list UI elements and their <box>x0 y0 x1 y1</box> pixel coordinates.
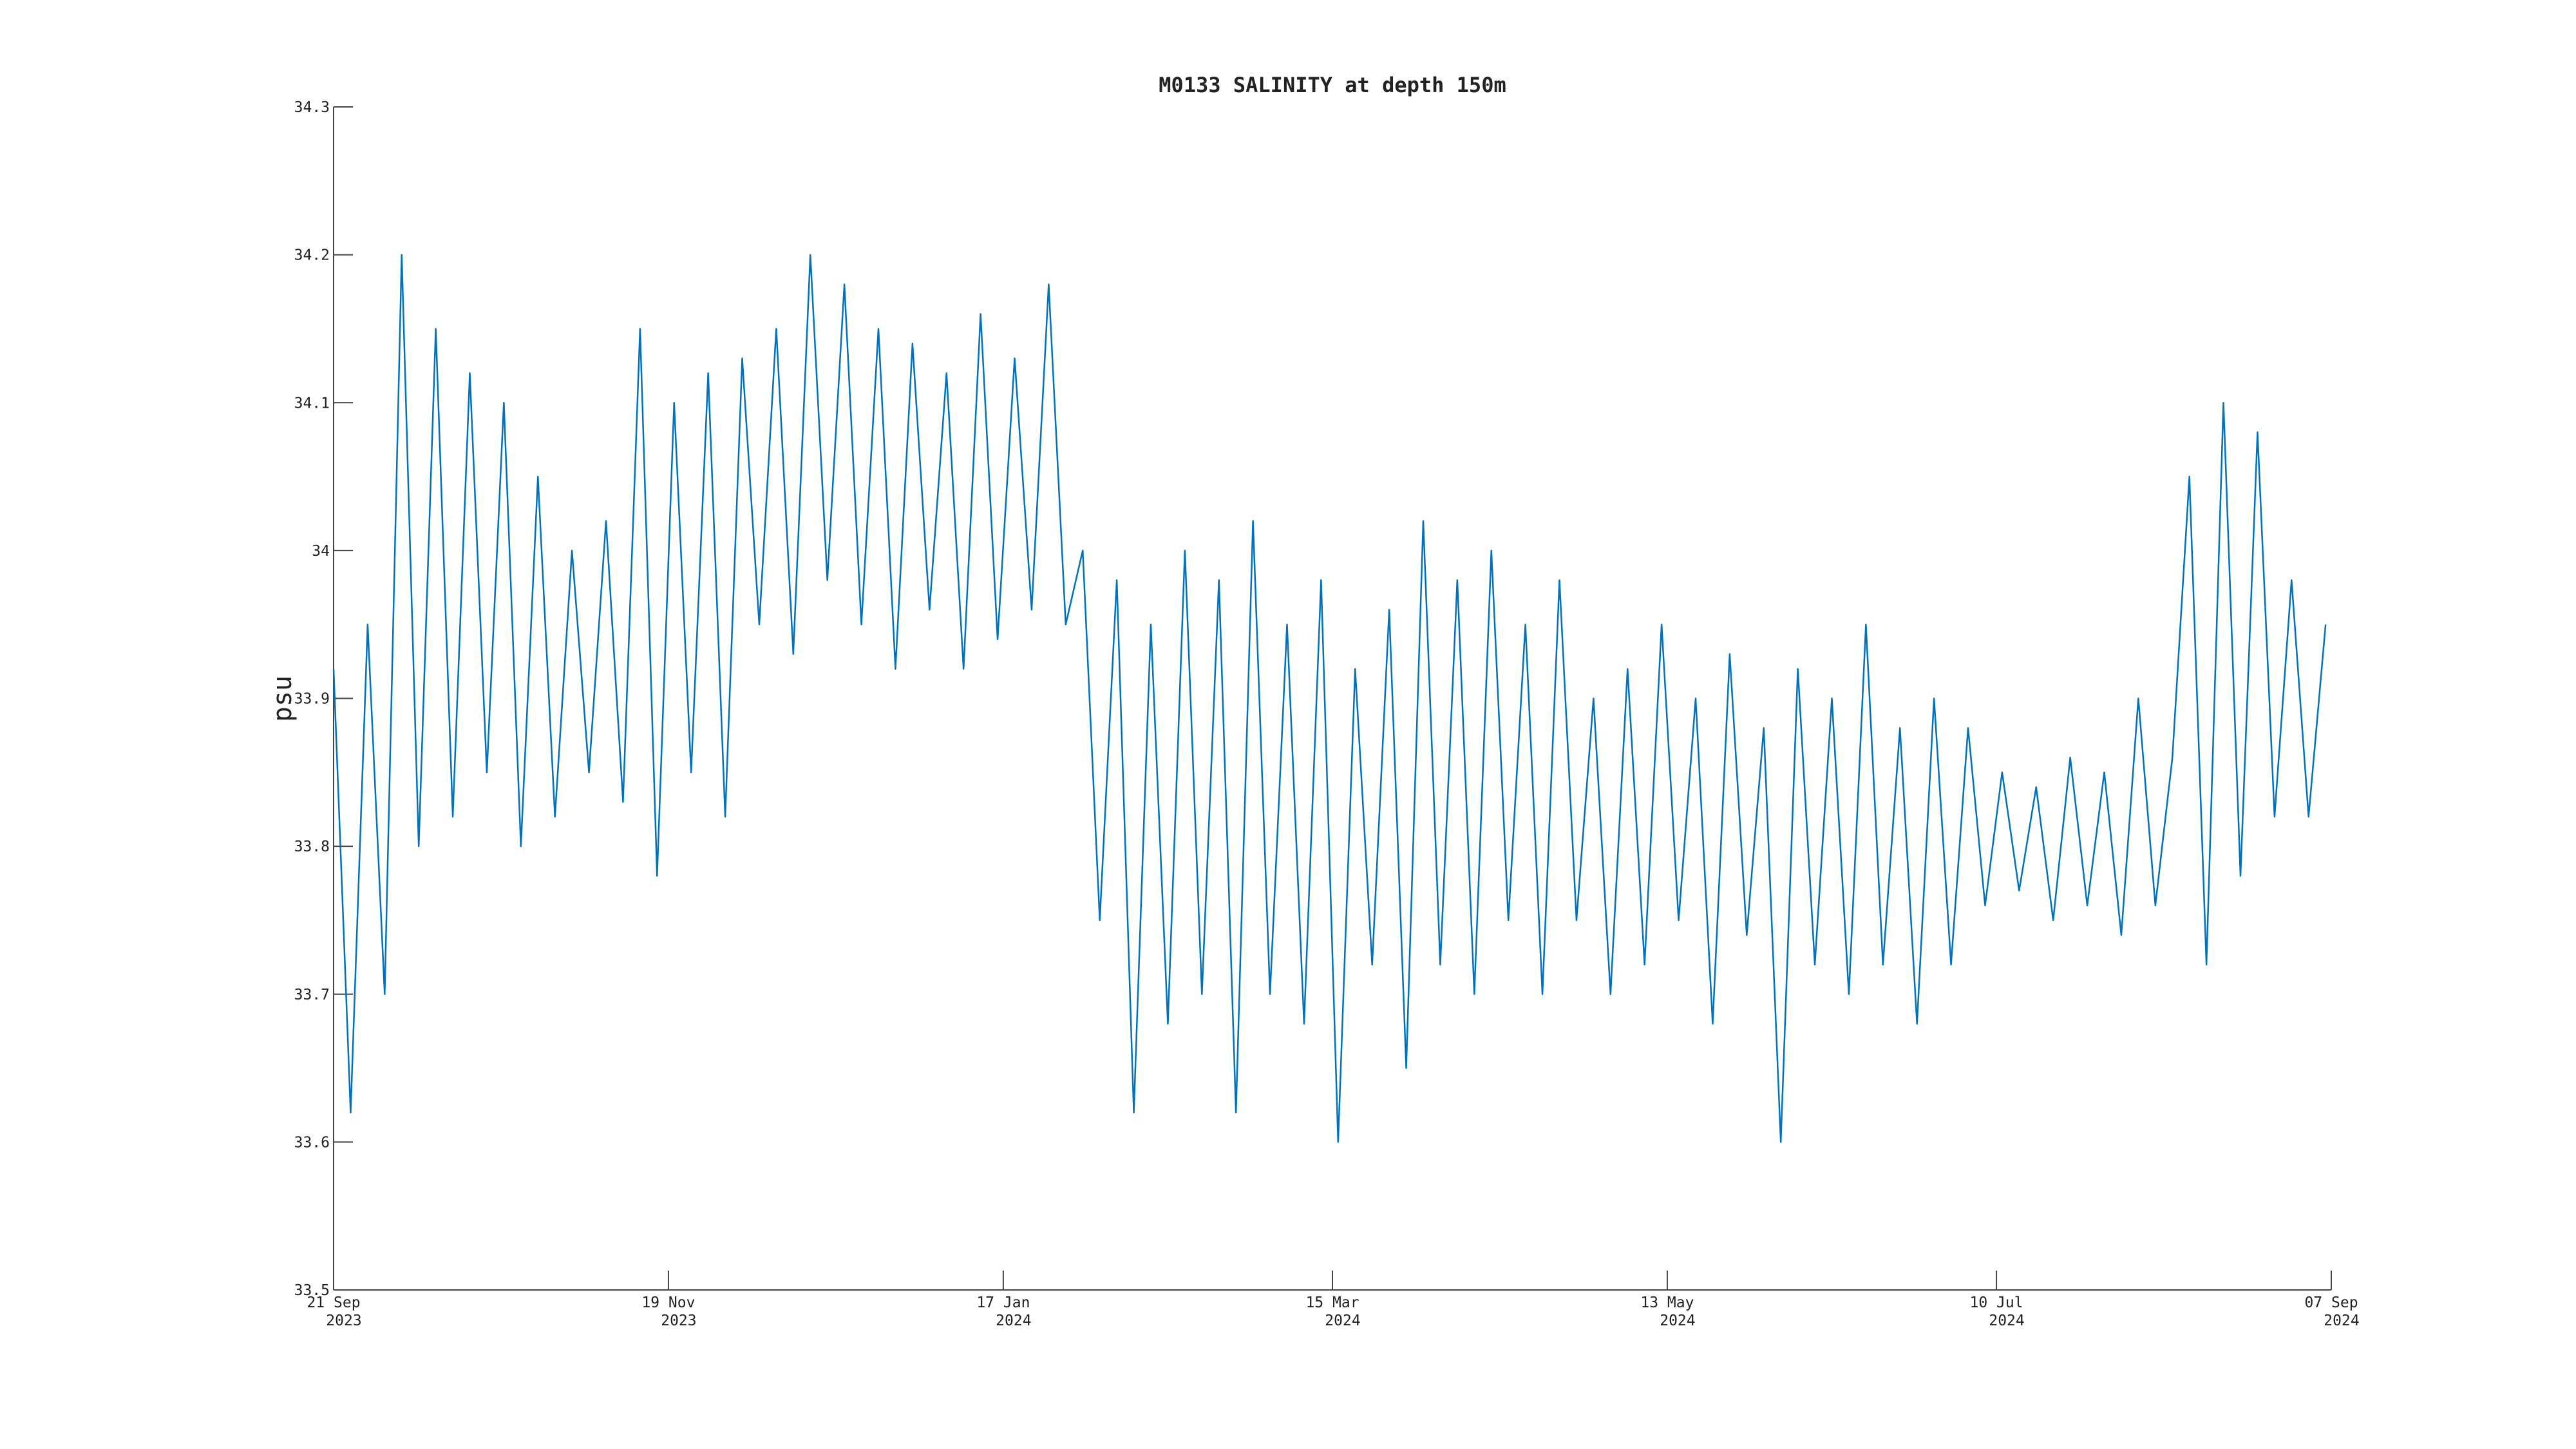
chart-title: M0133 SALINITY at depth 150m <box>1159 73 1506 97</box>
y-tick-label: 34.2 <box>294 247 330 264</box>
y-tick-label: 33.6 <box>294 1134 330 1151</box>
y-tick-label: 33.9 <box>294 691 330 708</box>
y-axis-label: psu <box>268 676 298 722</box>
x-tick-label: 13 May 2024 <box>1640 1294 1695 1329</box>
x-tick-label: 10 Jul 2024 <box>1970 1294 2025 1329</box>
y-tick-label: 33.8 <box>294 838 330 855</box>
y-tick-label: 34 <box>312 543 330 560</box>
x-tick-label: 21 Sep 2023 <box>307 1294 361 1329</box>
x-tick-label: 17 Jan 2024 <box>976 1294 1031 1329</box>
y-tick-label: 33.7 <box>294 987 330 1003</box>
x-tick-label: 15 Mar 2024 <box>1305 1294 1360 1329</box>
y-tick-label: 34.1 <box>294 395 330 412</box>
x-tick-label: 19 Nov 2023 <box>641 1294 696 1329</box>
series-line <box>332 254 2327 1143</box>
y-tick-label: 33.5 <box>294 1282 330 1299</box>
y-tick-label: 34.3 <box>294 99 330 116</box>
x-tick-label: 07 Sep 2024 <box>2304 1294 2359 1329</box>
